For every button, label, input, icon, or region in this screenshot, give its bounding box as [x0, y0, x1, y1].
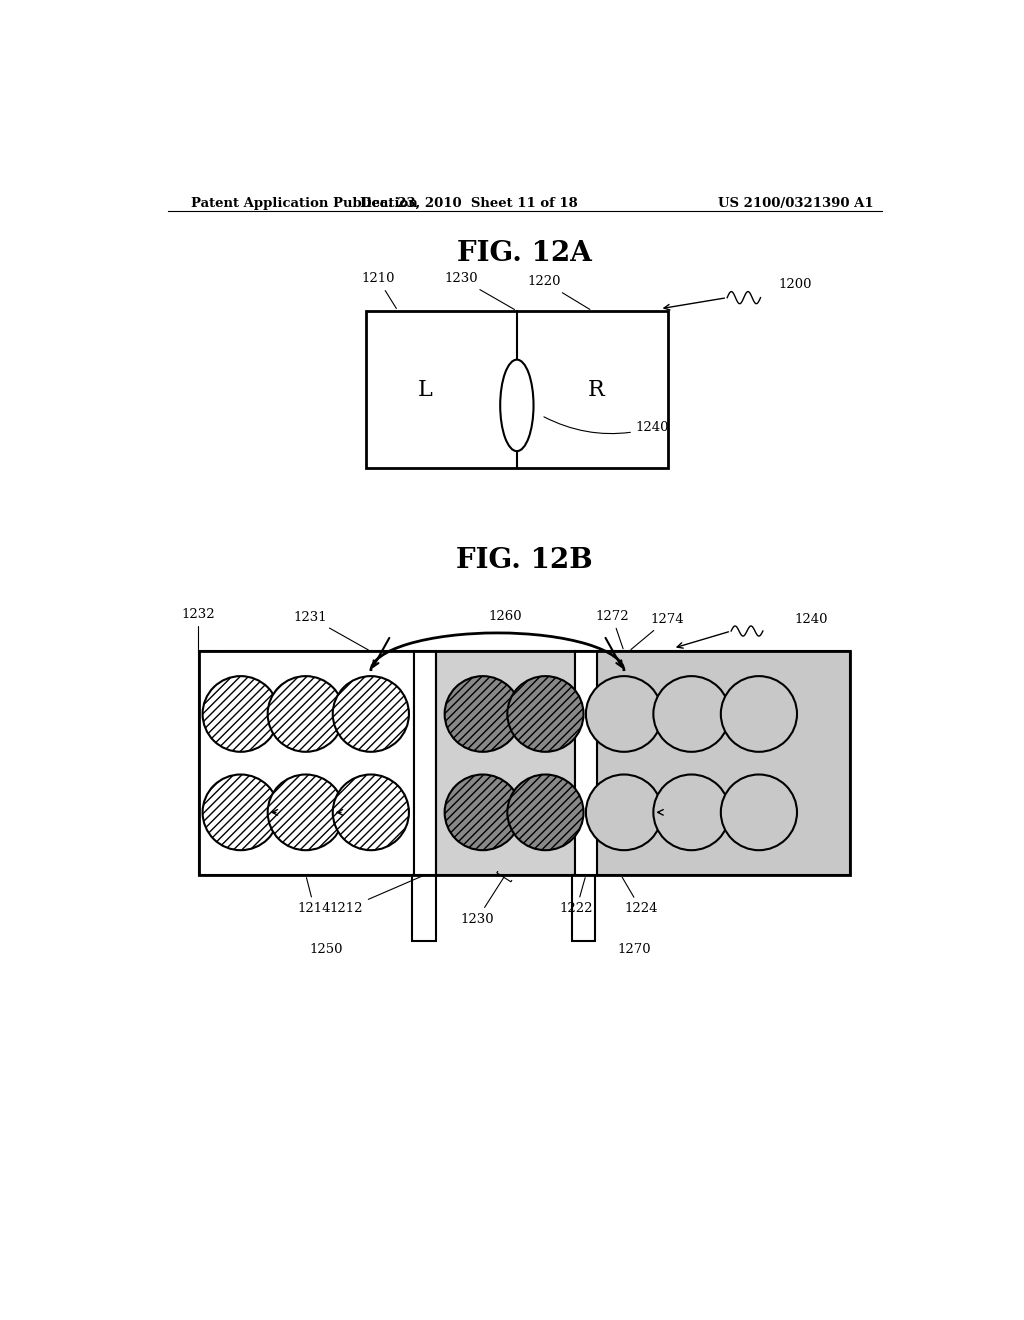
Ellipse shape — [444, 775, 521, 850]
Bar — [200, 651, 414, 875]
Ellipse shape — [267, 775, 344, 850]
Text: 1240: 1240 — [795, 612, 828, 626]
Text: 1250: 1250 — [309, 942, 343, 956]
Text: 1214: 1214 — [298, 878, 331, 915]
Text: R: R — [588, 379, 604, 401]
Text: 1210: 1210 — [361, 272, 396, 309]
Text: 1230: 1230 — [461, 871, 512, 925]
Ellipse shape — [507, 676, 584, 752]
Text: L: L — [418, 379, 433, 401]
Text: 1200: 1200 — [778, 277, 812, 290]
Ellipse shape — [507, 775, 584, 850]
Bar — [597, 651, 850, 875]
Text: 1270: 1270 — [617, 942, 651, 956]
Ellipse shape — [500, 359, 534, 451]
Bar — [436, 651, 574, 875]
Bar — [200, 651, 850, 875]
Text: 1230: 1230 — [444, 272, 514, 309]
Text: 1240: 1240 — [544, 417, 670, 434]
Text: 1220: 1220 — [528, 276, 590, 309]
Ellipse shape — [653, 676, 729, 752]
Ellipse shape — [444, 676, 521, 752]
Bar — [436, 651, 574, 875]
Text: 1274: 1274 — [631, 612, 684, 649]
Ellipse shape — [333, 676, 409, 752]
Text: 1222: 1222 — [560, 878, 593, 915]
Ellipse shape — [721, 775, 797, 850]
Ellipse shape — [586, 775, 663, 850]
Bar — [414, 651, 436, 875]
Ellipse shape — [586, 676, 663, 752]
Bar — [574, 651, 597, 875]
Text: FIG. 12B: FIG. 12B — [457, 546, 593, 574]
Bar — [412, 875, 436, 941]
Bar — [367, 312, 668, 469]
Text: 1272: 1272 — [595, 610, 629, 648]
Ellipse shape — [203, 775, 279, 850]
Text: 1212: 1212 — [330, 876, 422, 915]
Text: Patent Application Publication: Patent Application Publication — [191, 197, 418, 210]
Ellipse shape — [653, 775, 729, 850]
Text: 1231: 1231 — [294, 611, 369, 649]
Text: 1224: 1224 — [623, 878, 657, 915]
Ellipse shape — [333, 775, 409, 850]
Ellipse shape — [203, 676, 279, 752]
Text: 1232: 1232 — [181, 609, 220, 651]
Ellipse shape — [721, 676, 797, 752]
Text: US 2100/0321390 A1: US 2100/0321390 A1 — [719, 197, 873, 210]
Text: 1260: 1260 — [488, 610, 522, 623]
Text: FIG. 12A: FIG. 12A — [458, 240, 592, 267]
Bar — [571, 875, 595, 941]
Ellipse shape — [267, 676, 344, 752]
Text: Dec. 23, 2010  Sheet 11 of 18: Dec. 23, 2010 Sheet 11 of 18 — [360, 197, 579, 210]
